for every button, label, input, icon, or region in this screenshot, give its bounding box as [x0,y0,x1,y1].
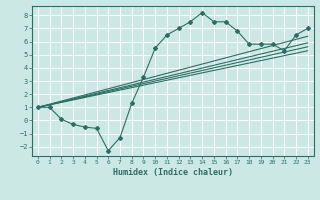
X-axis label: Humidex (Indice chaleur): Humidex (Indice chaleur) [113,168,233,177]
